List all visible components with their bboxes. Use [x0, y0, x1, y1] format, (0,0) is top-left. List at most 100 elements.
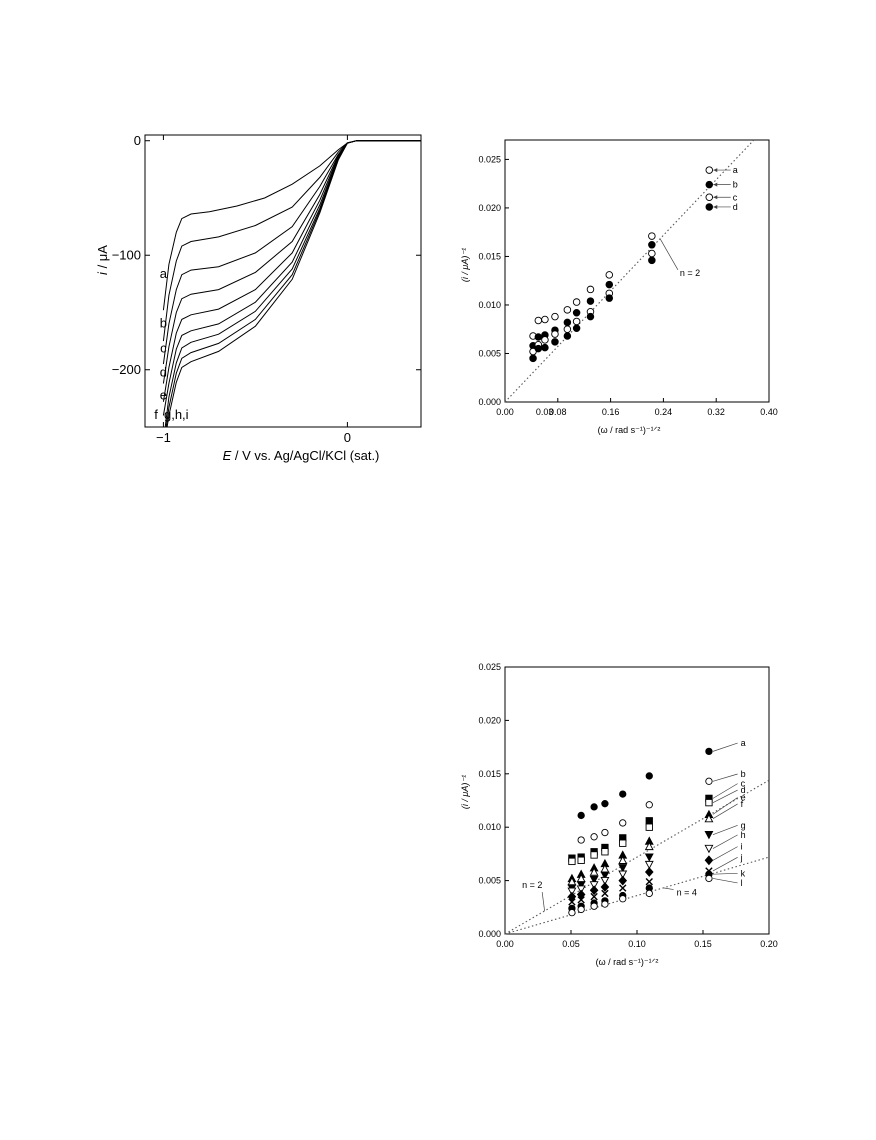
arrowhead — [713, 204, 718, 209]
y-tick-label: 0.020 — [478, 203, 501, 213]
fit-line-label: n = 2 — [522, 880, 542, 890]
data-point-h — [600, 876, 610, 886]
series-label-e: e — [741, 793, 746, 803]
data-point-i — [644, 867, 654, 877]
data-point-a — [551, 312, 559, 321]
series-label-j: j — [740, 852, 743, 862]
y-tick-label: −100 — [112, 248, 141, 263]
fit-line — [504, 779, 770, 935]
data-point-b — [590, 833, 598, 841]
x-axis-label: (ω / rad s⁻¹)⁻¹ᐟ² — [596, 957, 659, 967]
data-point-i — [567, 891, 577, 902]
y-tick-label: 0.000 — [478, 929, 501, 939]
series-label-b: b — [741, 769, 746, 779]
series-label-f: f — [741, 799, 744, 809]
data-point-d — [572, 324, 581, 333]
series-label-pointer — [712, 872, 738, 875]
data-point-g — [600, 871, 610, 880]
data-point-b — [619, 819, 627, 827]
x-tick-label: 0.15 — [694, 939, 712, 949]
data-point-f — [589, 867, 599, 876]
data-point-a — [572, 298, 581, 306]
x-tick-label: 0.05 — [562, 939, 580, 949]
y-tick-label: 0.020 — [478, 715, 501, 725]
data-point-c — [551, 330, 559, 338]
data-point-b — [563, 318, 572, 327]
data-point-d — [601, 848, 609, 856]
data-point-a — [605, 271, 614, 279]
y-tick-label: 0.015 — [478, 251, 501, 261]
data-point-l — [590, 902, 598, 910]
y-tick-label: 0.005 — [478, 348, 501, 358]
data-point-b — [705, 180, 714, 189]
data-point-a — [648, 232, 656, 240]
data-point-h — [704, 844, 714, 854]
data-point-d — [529, 354, 537, 363]
x-tick-label: 0.00 — [496, 407, 514, 417]
fit-line — [504, 856, 770, 935]
y-tick-label: 0.000 — [478, 397, 501, 407]
data-point-d — [619, 839, 627, 847]
data-point-d — [563, 332, 572, 340]
data-point-a — [601, 800, 609, 808]
series-label-pointer — [712, 846, 738, 861]
data-point-l — [568, 908, 576, 917]
data-point-l — [577, 905, 585, 914]
series-label-pointer — [712, 742, 738, 752]
data-point-c — [648, 249, 656, 258]
fit-line-label: n = 2 — [680, 268, 700, 278]
data-point-i — [704, 855, 714, 866]
fit-line — [504, 139, 755, 403]
data-point-b — [572, 308, 581, 317]
data-point-d — [705, 203, 714, 211]
data-point-b — [586, 297, 595, 305]
x-tick-label: 0.08 — [549, 407, 567, 417]
data-point-j — [577, 896, 585, 904]
arrowhead — [713, 195, 718, 200]
data-point-c — [705, 193, 714, 202]
data-point-j — [601, 889, 609, 898]
data-point-l — [619, 895, 627, 903]
data-point-d — [590, 851, 598, 859]
data-point-l — [601, 900, 609, 908]
series-line-a — [162, 140, 421, 311]
series-label-pointer — [712, 783, 738, 799]
data-point-d — [541, 343, 549, 352]
data-point-c — [645, 817, 653, 825]
data-point-d — [568, 857, 576, 866]
arrowhead — [713, 182, 718, 187]
levich-plot-bottom: 0.00 0.05 0.10 0.15 0.20 0.000 0.005 0.010 0.015… — [460, 662, 778, 967]
data-point-j — [568, 898, 576, 906]
series-label-d: d — [733, 202, 738, 212]
x-axis-label: (ω / rad s⁻¹)⁻¹ᐟ² — [598, 425, 661, 435]
data-point-d — [577, 856, 585, 864]
series-label-pointer — [712, 797, 738, 815]
y-axis-label: i / μA — [95, 245, 110, 275]
data-point-b — [605, 280, 614, 289]
fit-line-pointer — [663, 887, 674, 890]
y-tick-label: 0 — [134, 133, 141, 148]
x-tick-label: −1 — [156, 430, 171, 445]
x-tick-label: 0.03 — [536, 407, 554, 417]
data-point-i — [589, 885, 599, 896]
x-tick-label: 0.16 — [602, 407, 620, 417]
data-point-h — [644, 860, 654, 870]
x-tick-label: 0.10 — [628, 939, 646, 949]
data-point-d — [648, 256, 656, 265]
series-label-c: c — [741, 779, 746, 789]
data-point-i — [618, 875, 628, 886]
data-point-a — [645, 772, 653, 780]
x-tick-label: 0.32 — [707, 407, 725, 417]
series-label-i: i — [741, 842, 743, 852]
x-axis-label: E / V vs. Ag/AgCl/KCl (sat.) — [223, 448, 380, 463]
data-point-a — [541, 315, 549, 324]
x-tick-label: 0.40 — [760, 407, 778, 417]
data-point-b — [648, 241, 656, 249]
series-label-pointer — [712, 834, 738, 849]
data-point-c — [572, 317, 581, 326]
data-point-a — [619, 790, 627, 798]
data-point-d — [586, 312, 595, 321]
data-point-d — [645, 823, 653, 831]
data-point-b — [534, 333, 543, 341]
series-line-i — [166, 140, 421, 428]
